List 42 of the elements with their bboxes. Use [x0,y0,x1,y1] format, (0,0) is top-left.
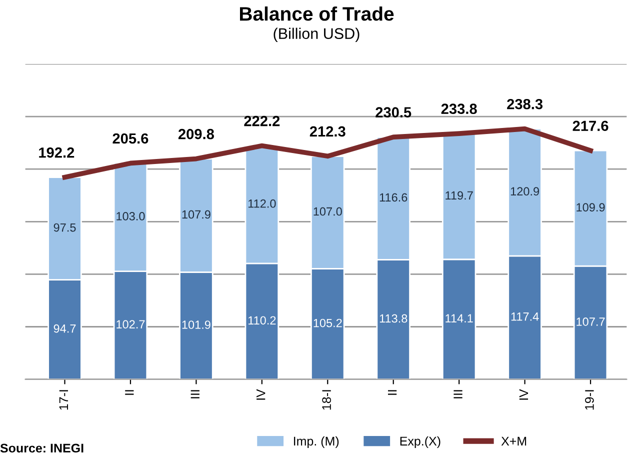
data-label: 105.2 [314,318,342,328]
data-label: 107.0 [314,207,342,216]
x-tick-label: 17-I [59,390,68,410]
x-tick-label: II [125,390,134,395]
data-label: 117.4 [511,312,539,321]
x-tick-label: II [388,390,397,395]
x-tick-label: IV [519,389,528,400]
data-label: 112.0 [248,199,276,208]
data-label: 212.3 [310,126,346,137]
source-note: Source: INEGI [0,444,84,453]
data-label: 209.8 [178,128,214,140]
data-label: 233.8 [441,104,477,114]
legend-label: Imp. (M) [294,436,339,448]
legend-label: X+M [501,436,526,446]
data-label: 110.2 [248,316,276,325]
data-label: 222.2 [244,116,280,126]
data-label: 114.1 [446,314,473,322]
data-label: 119.7 [446,191,473,200]
data-label: 120.9 [510,187,540,196]
chart-subtitle: (Billion USD) [274,28,360,42]
data-label: 230.5 [376,107,412,118]
x-tick-label: 19-I [585,390,594,410]
data-label: 94.7 [54,324,76,333]
data-label: 205.6 [112,133,148,144]
data-label: 116.6 [380,193,408,202]
data-label: 97.5 [54,223,76,232]
data-label: 113.8 [380,314,408,323]
data-label: 217.6 [572,120,608,132]
x-tick-label: 18-I [322,390,331,410]
chart-title: Balance of Trade [240,6,394,21]
x-tick-label: IV [256,389,266,400]
data-label: 103.0 [116,212,145,220]
x-tick-label: III [454,390,462,398]
legend-label: Exp.(X) [400,436,440,448]
data-label: 109.9 [576,203,605,212]
x-tick-label: III [190,390,200,398]
data-label: 101.9 [182,320,210,329]
data-label: 238.3 [507,98,543,110]
data-label: 107.7 [576,318,605,326]
data-label: 102.7 [116,320,145,329]
data-label: 107.9 [182,210,210,219]
data-label: 192.2 [39,147,74,158]
